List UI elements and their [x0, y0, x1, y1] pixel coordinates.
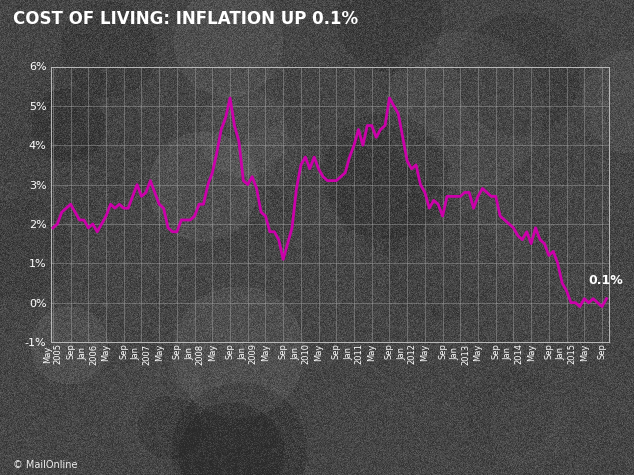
Text: 0.1%: 0.1% — [589, 275, 623, 287]
Text: COST OF LIVING: INFLATION UP 0.1%: COST OF LIVING: INFLATION UP 0.1% — [13, 10, 358, 28]
Text: © MailOnline: © MailOnline — [13, 460, 77, 470]
